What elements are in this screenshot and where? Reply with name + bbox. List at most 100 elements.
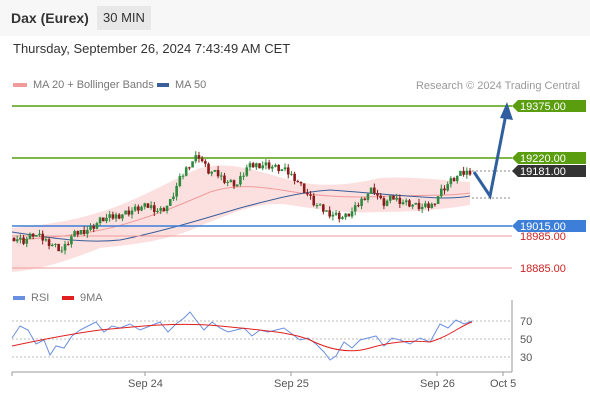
instrument-title: Dax (Eurex): [11, 10, 89, 26]
tag-19181: [512, 165, 586, 177]
candle-body: [133, 206, 137, 211]
candle-body: [146, 203, 150, 208]
candle-body: [194, 155, 198, 162]
legend-swatch-bb: [13, 83, 27, 87]
candle-body: [28, 233, 32, 239]
candle-body: [232, 180, 236, 187]
candle-body: [325, 210, 328, 212]
candle-body: [350, 211, 354, 217]
candle-body: [172, 196, 175, 200]
tag-label-19015: 19015.00: [520, 221, 566, 233]
candle-body: [404, 200, 408, 203]
rsi-ma-line: [11, 321, 473, 352]
candle-body: [251, 163, 255, 168]
tag-label-19181: 19181.00: [520, 166, 566, 178]
candle-body: [373, 187, 376, 194]
legend-label-rsi: RSI: [31, 292, 50, 304]
candle-body: [117, 214, 121, 219]
date-line: Thursday, September 26, 2024 7:43:49 AM …: [13, 41, 291, 56]
legend-label-bb: MA 20 + Bollinger Bands: [33, 79, 154, 91]
candle-body: [353, 205, 357, 212]
candle-body: [89, 225, 92, 230]
candle-body: [235, 184, 239, 187]
ma50-line: [11, 189, 471, 242]
candle-body: [347, 213, 351, 217]
candle-body: [200, 158, 204, 162]
candle-body: [318, 204, 322, 206]
candle-body: [162, 208, 166, 212]
candle-body: [156, 210, 159, 213]
candle-body: [92, 225, 96, 229]
candle-body: [188, 167, 191, 169]
candle-body: [15, 239, 19, 242]
candle-body: [286, 167, 290, 175]
legend-swatch-ma50: [157, 83, 169, 87]
candle-body: [398, 197, 402, 205]
rsi-legend-ma: 9MA: [62, 292, 103, 304]
candle-body: [73, 231, 76, 237]
candle-body: [25, 238, 29, 244]
candle-body: [309, 194, 312, 196]
candle-body: [280, 169, 284, 172]
rsi-legend-rsi: RSI: [13, 292, 49, 304]
candle-body: [178, 176, 182, 187]
rsi-tick-70: 70: [520, 316, 532, 328]
candle-body: [35, 235, 38, 237]
candle-body: [395, 197, 398, 200]
candle-body: [242, 175, 245, 177]
candle-body: [159, 208, 162, 211]
candle-body: [293, 173, 296, 182]
candle-body: [66, 244, 70, 246]
candle-body: [427, 203, 430, 209]
candle-body: [465, 170, 469, 175]
candle-body: [165, 205, 169, 212]
legend-label-ma50: MA 50: [175, 79, 207, 91]
candle-body: [191, 161, 194, 168]
candle-body: [114, 214, 118, 219]
tag-19015: [512, 220, 586, 232]
x-label-oct5: Oct 5: [490, 378, 516, 390]
projection-arrow: [472, 113, 508, 200]
candle-body: [379, 195, 383, 199]
candle-body: [277, 164, 280, 172]
x-label-sep25: Sep 25: [274, 378, 309, 390]
candle-body: [363, 198, 367, 200]
candle-body: [95, 223, 99, 229]
candle-body: [76, 231, 80, 235]
candle-body: [124, 210, 127, 215]
candle-body: [63, 244, 67, 251]
candle-body: [334, 212, 338, 215]
tag-label-19375: 19375.00: [520, 101, 566, 113]
candle-body: [98, 217, 102, 224]
rsi-tick-30: 30: [520, 352, 532, 364]
candle-body: [376, 193, 379, 196]
candle-body: [108, 214, 111, 218]
candle-body: [455, 175, 459, 182]
candle-body: [274, 164, 277, 167]
header-bar: Dax (Eurex) 30 MIN: [0, 0, 590, 36]
rsi-line: [11, 311, 473, 361]
candle-body: [226, 182, 229, 184]
candle-body: [357, 205, 360, 207]
timeframe-button[interactable]: 30 MIN: [97, 6, 151, 30]
candle-body: [385, 200, 389, 206]
candle-body: [436, 196, 440, 205]
candle-body: [290, 173, 293, 175]
candle-body: [82, 230, 86, 234]
candle-body: [219, 175, 223, 177]
tag-label-18985: 18985.00: [520, 231, 566, 243]
candle-body: [31, 233, 35, 237]
candle-body: [12, 237, 16, 242]
projection-arrowhead: [500, 102, 513, 120]
candle-body: [369, 187, 373, 194]
candle-body: [86, 229, 89, 234]
candle-body: [181, 175, 185, 177]
candle-body: [213, 169, 217, 172]
tag-label-19220: 19220.00: [520, 153, 566, 165]
candle-body: [424, 203, 427, 207]
candle-body: [408, 200, 411, 207]
candle-body: [19, 237, 22, 240]
candle-body: [184, 167, 188, 176]
candle-body: [239, 176, 242, 185]
